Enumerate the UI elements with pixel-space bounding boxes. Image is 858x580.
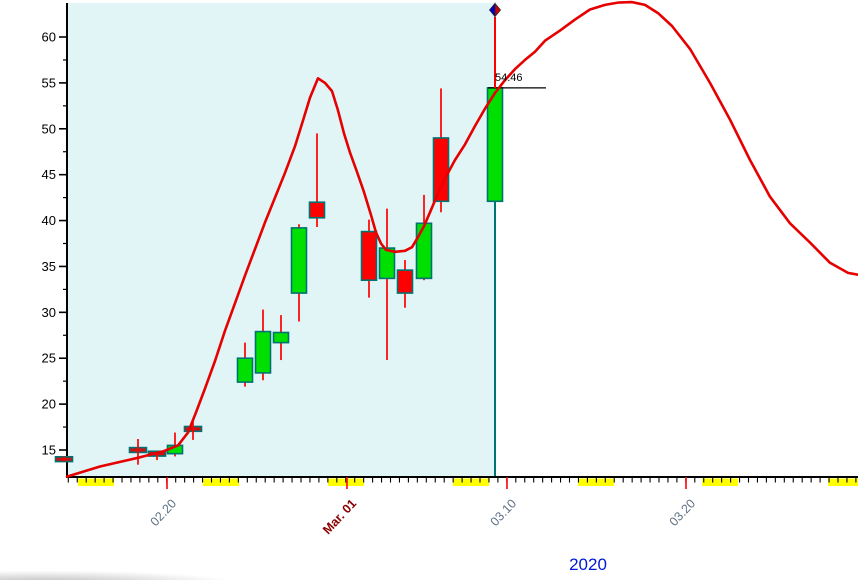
- y-axis-label: 25: [42, 351, 56, 366]
- y-axis-label: 20: [42, 397, 56, 412]
- candle-body: [486, 87, 504, 203]
- candle-body: [236, 357, 254, 383]
- candle-body: [272, 331, 290, 344]
- candle[interactable]: [272, 315, 290, 361]
- weekend-band: [702, 478, 738, 486]
- y-axis-label: 45: [42, 167, 56, 182]
- candle-body: [290, 227, 308, 294]
- candle[interactable]: [378, 208, 396, 361]
- y-axis-label: 15: [42, 443, 56, 458]
- candle[interactable]: [290, 224, 308, 322]
- candle-body: [378, 247, 396, 280]
- y-axis-label: 55: [42, 75, 56, 90]
- candle[interactable]: [254, 309, 272, 381]
- signal-diamond-icon[interactable]: [494, 2, 502, 18]
- date-label: Mar. 01: [320, 496, 359, 537]
- y-axis-label: 60: [42, 30, 56, 45]
- candle-body: [308, 201, 326, 219]
- year-label: 2020: [569, 555, 607, 574]
- weekend-band: [828, 478, 858, 486]
- candle[interactable]: [360, 219, 378, 298]
- y-axis-label: 35: [42, 259, 56, 274]
- y-axis-label: 30: [42, 305, 56, 320]
- candle-body: [396, 269, 414, 294]
- candle[interactable]: [236, 342, 254, 387]
- y-axis-label: 40: [42, 213, 56, 228]
- y-axis-label: 50: [42, 121, 56, 136]
- candle[interactable]: [183, 421, 203, 440]
- price-annotation: 54.46: [495, 72, 523, 84]
- candle-body: [415, 222, 433, 280]
- date-label: 03.20: [667, 496, 699, 528]
- candle[interactable]: [396, 260, 414, 308]
- candle[interactable]: [486, 87, 504, 203]
- weekend-band: [78, 478, 114, 486]
- candle[interactable]: [308, 133, 326, 227]
- trend-line: [65, 0, 858, 478]
- candle-body: [254, 330, 272, 374]
- date-label: 02.20: [148, 496, 180, 528]
- date-label: 03.10: [488, 496, 520, 528]
- candle[interactable]: [128, 438, 148, 465]
- candle-body: [432, 137, 450, 203]
- candle[interactable]: [54, 455, 74, 463]
- candle-body: [360, 230, 378, 282]
